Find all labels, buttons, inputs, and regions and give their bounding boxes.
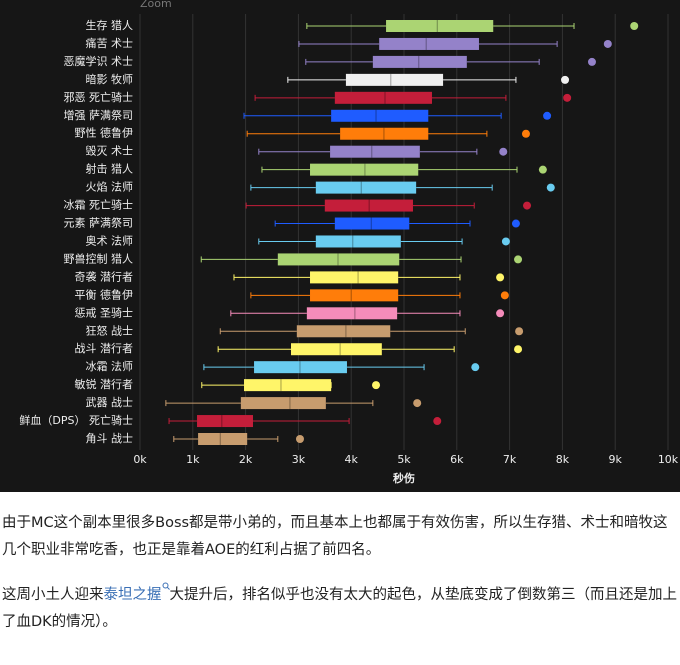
category-label: 野性 德鲁伊 bbox=[75, 126, 134, 140]
box bbox=[340, 127, 429, 140]
category-label: 狂怒 战士 bbox=[86, 323, 134, 337]
outlier bbox=[372, 381, 381, 390]
outlier bbox=[511, 219, 520, 228]
category-label: 火焰 法师 bbox=[86, 180, 134, 194]
box bbox=[310, 289, 399, 302]
paragraph: 这周小土人迎来泰坦之握 大提升后，排名似乎也没有太大的起色，从垫底变成了倒数第三（… bbox=[2, 582, 678, 636]
box bbox=[345, 73, 444, 86]
box bbox=[331, 109, 429, 122]
x-tick-label: 10k bbox=[658, 453, 679, 466]
paragraph: 由于MC这个副本里很多Boss都是带小弟的，而且基本上也都属于有效伤害，所以生存… bbox=[2, 515, 668, 558]
outlier bbox=[471, 363, 480, 372]
outlier bbox=[514, 255, 523, 264]
outlier bbox=[630, 22, 639, 30]
outlier bbox=[500, 291, 509, 300]
box bbox=[334, 91, 432, 104]
category-label: 痛苦 术士 bbox=[86, 36, 134, 50]
box bbox=[306, 307, 398, 320]
box bbox=[310, 271, 399, 284]
search-icon bbox=[162, 582, 170, 590]
outlier bbox=[521, 129, 530, 138]
category-label: 毁灭 术士 bbox=[86, 144, 134, 158]
category-label: 生存 猎人 bbox=[86, 18, 134, 32]
outlier bbox=[538, 165, 547, 174]
text: 这周小土人迎来 bbox=[2, 587, 104, 603]
outlier bbox=[433, 417, 442, 426]
outlier bbox=[603, 39, 612, 48]
box bbox=[324, 199, 413, 212]
box bbox=[244, 379, 332, 392]
category-label: 奇袭 潜行者 bbox=[75, 269, 134, 283]
outlier bbox=[496, 273, 505, 282]
category-label: 邪恶 死亡骑士 bbox=[64, 90, 134, 104]
box bbox=[296, 325, 391, 338]
x-axis-label: 秒伤 bbox=[393, 471, 415, 485]
outlier bbox=[295, 435, 304, 443]
zoom-label[interactable]: Zoom bbox=[140, 0, 172, 10]
outlier bbox=[515, 327, 524, 336]
category-label: 武器 战士 bbox=[86, 396, 134, 409]
x-tick-label: 6k bbox=[450, 453, 464, 466]
outlier bbox=[496, 309, 505, 318]
category-label: 增强 萨满祭司 bbox=[64, 108, 134, 122]
x-tick-label: 8k bbox=[556, 453, 570, 466]
category-label: 平衡 德鲁伊 bbox=[75, 287, 134, 301]
box bbox=[372, 55, 467, 68]
box bbox=[254, 361, 347, 374]
category-label: 元素 萨满祭司 bbox=[64, 217, 134, 230]
category-label: 射击 猎人 bbox=[86, 162, 134, 176]
outlier bbox=[499, 147, 508, 156]
category-label: 角斗 战士 bbox=[86, 432, 134, 445]
outlier bbox=[561, 75, 570, 84]
box bbox=[240, 397, 326, 410]
box bbox=[386, 20, 494, 32]
link[interactable]: 泰坦之握 bbox=[103, 587, 162, 603]
outlier bbox=[413, 399, 422, 408]
text: 大提升后，排名似乎也没有太大的起色，从垫底变成了倒数第三（而且还是加上了血DK的… bbox=[2, 587, 677, 630]
category-label: 惩戒 圣骑士 bbox=[75, 306, 134, 319]
category-label: 冰霜 法师 bbox=[86, 359, 134, 373]
x-tick-label: 3k bbox=[292, 453, 306, 466]
outlier bbox=[546, 183, 555, 192]
x-tick-label: 2k bbox=[239, 453, 253, 466]
box bbox=[334, 217, 410, 230]
box bbox=[315, 235, 401, 248]
category-label: 冰霜 死亡骑士 bbox=[64, 198, 134, 212]
outlier bbox=[523, 201, 532, 210]
category-label: 敏锐 潜行者 bbox=[75, 377, 134, 391]
article: 由于MC这个副本里很多Boss都是带小弟的，而且基本上也都属于有效伤害，所以生存… bbox=[0, 510, 680, 636]
category-label: 鲜血（DPS） 死亡骑士 bbox=[19, 413, 133, 427]
category-label: 恶魔学识 术士 bbox=[64, 54, 134, 68]
box bbox=[315, 181, 417, 194]
box bbox=[277, 253, 400, 266]
x-tick-label: 5k bbox=[397, 453, 411, 466]
outlier bbox=[543, 111, 552, 120]
box bbox=[379, 37, 479, 50]
category-label: 野兽控制 猎人 bbox=[64, 251, 134, 265]
box bbox=[310, 163, 419, 176]
x-tick-label: 7k bbox=[503, 453, 517, 466]
category-label: 奥术 法师 bbox=[86, 233, 134, 247]
outlier bbox=[563, 93, 572, 102]
x-tick-label: 4k bbox=[345, 453, 359, 466]
box bbox=[197, 415, 253, 428]
outlier bbox=[587, 57, 596, 66]
x-tick-label: 1k bbox=[186, 453, 200, 466]
box bbox=[330, 145, 420, 158]
outlier bbox=[514, 345, 523, 354]
x-tick-label: 0k bbox=[133, 453, 147, 466]
outlier bbox=[501, 237, 510, 246]
category-label: 战斗 潜行者 bbox=[75, 341, 134, 355]
box bbox=[198, 433, 248, 445]
x-tick-label: 9k bbox=[609, 453, 623, 466]
category-label: 暗影 牧师 bbox=[86, 72, 134, 86]
box bbox=[291, 343, 382, 356]
